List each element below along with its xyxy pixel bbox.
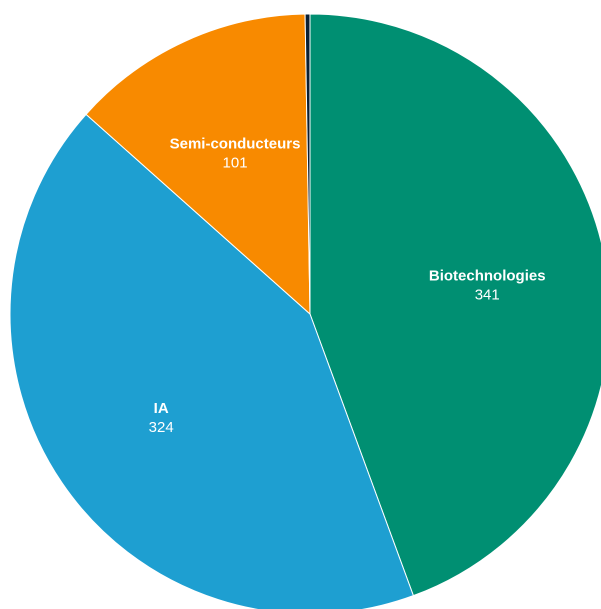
slice-label-name: IA: [154, 400, 169, 417]
slice-label-name: Semi-conducteurs: [170, 135, 301, 152]
slice-label-ia: IA 324: [149, 400, 174, 436]
pie-slice-biotechnologies[interactable]: [309, 13, 601, 597]
pie-slice-other[interactable]: [304, 13, 311, 315]
pie-slices: [9, 13, 601, 609]
slice-label-biotechnologies: Biotechnologies 341: [429, 268, 546, 304]
slice-label-name: Biotechnologies: [429, 268, 546, 285]
pie-slice-ia[interactable]: [9, 113, 415, 609]
pie-labels: Biotechnologies 341 IA 324 Semi-conducteurs 1…: [149, 135, 546, 436]
slice-label-value: 341: [475, 287, 500, 304]
slice-label-value: 324: [149, 419, 174, 436]
slice-label-value: 101: [223, 154, 248, 171]
pie-slice-semi-conducteurs[interactable]: [85, 13, 311, 316]
slice-label-semi-conducteurs: Semi-conducteurs 101: [170, 135, 301, 171]
